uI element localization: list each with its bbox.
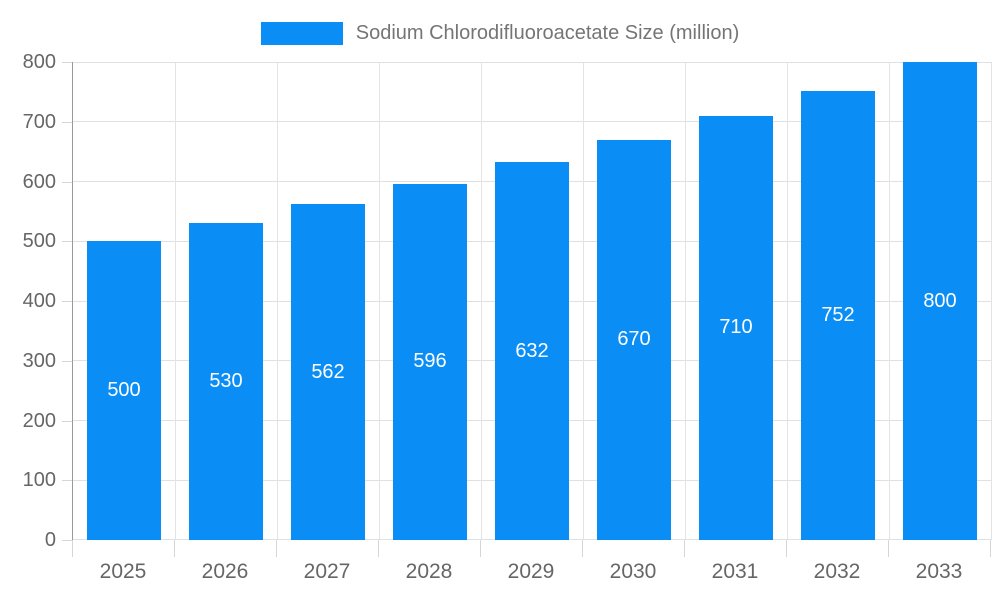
gridline-x-boundary-8 xyxy=(888,62,890,540)
x-tick-label-2033: 2033 xyxy=(915,560,963,583)
bar-value-label-2031: 710 xyxy=(719,316,753,339)
x-tick-mark xyxy=(174,540,175,557)
bar-value-label-2026: 530 xyxy=(209,370,243,393)
bar-2031[interactable]: 710 xyxy=(699,115,773,540)
x-tick-mark xyxy=(72,540,73,557)
y-tick-mark xyxy=(62,181,72,183)
legend-label: Sodium Chlorodifluoroacetate Size (milli… xyxy=(355,21,740,44)
y-tick-label-700: 700 xyxy=(22,110,56,133)
x-tick-mark xyxy=(480,540,481,557)
y-tick-label-200: 200 xyxy=(22,409,56,432)
bar-2030[interactable]: 670 xyxy=(597,139,671,540)
gridline-x-boundary-5 xyxy=(582,62,584,540)
gridline-y-800 xyxy=(73,61,991,63)
y-tick-mark xyxy=(62,301,72,302)
x-tick-mark xyxy=(990,540,991,557)
y-tick-label-500: 500 xyxy=(22,230,56,253)
y-tick-label-600: 600 xyxy=(22,170,56,193)
gridline-x-boundary-3 xyxy=(378,62,380,540)
bar-2027[interactable]: 562 xyxy=(291,204,365,540)
x-tick-mark xyxy=(684,540,685,557)
bar-2032[interactable]: 752 xyxy=(801,90,875,540)
bar-value-label-2032: 752 xyxy=(821,303,855,326)
y-tick-label-400: 400 xyxy=(22,290,56,312)
bar-2026[interactable]: 530 xyxy=(189,223,263,540)
y-tick-mark xyxy=(62,540,72,541)
gridline-x-boundary-2 xyxy=(276,62,278,540)
bar-2028[interactable]: 596 xyxy=(393,183,467,540)
bar-value-label-2025: 500 xyxy=(107,379,141,402)
y-tick-label-100: 100 xyxy=(22,469,56,492)
y-tick-mark xyxy=(62,121,72,123)
x-tick-label-2027: 2027 xyxy=(303,560,351,583)
x-tick-mark xyxy=(786,540,787,557)
gridline-x-boundary-6 xyxy=(684,62,686,540)
gridline-x-boundary-7 xyxy=(786,62,788,540)
gridline-x-boundary-4 xyxy=(480,62,482,540)
bar-2025[interactable]: 500 xyxy=(87,241,161,540)
bar-value-label-2027: 562 xyxy=(311,360,345,383)
x-tick-mark xyxy=(582,540,583,557)
gridline-y-700 xyxy=(73,121,991,123)
x-tick-mark xyxy=(276,540,277,557)
y-tick-label-0: 0 xyxy=(44,529,56,551)
y-tick-mark xyxy=(62,480,72,482)
bar-value-label-2033: 800 xyxy=(923,289,957,312)
y-tick-label-300: 300 xyxy=(22,349,56,372)
y-tick-mark xyxy=(62,62,72,63)
chart-legend[interactable]: Sodium Chlorodifluoroacetate Size (milli… xyxy=(0,18,1000,48)
y-tick-mark xyxy=(62,420,72,422)
x-tick-mark xyxy=(888,540,889,557)
x-tick-label-2025: 2025 xyxy=(99,560,147,583)
bar-value-label-2029: 632 xyxy=(515,339,549,362)
plot-area: 500 530 562 596 632 670 710 752 800 xyxy=(72,61,992,540)
x-tick-label-2032: 2032 xyxy=(813,560,861,583)
bar-2033[interactable]: 800 xyxy=(903,62,977,540)
legend-swatch-icon xyxy=(260,21,343,45)
x-tick-label-2028: 2028 xyxy=(405,560,453,583)
y-tick-mark xyxy=(62,360,72,362)
x-tick-mark xyxy=(378,540,379,557)
x-tick-label-2026: 2026 xyxy=(201,560,249,583)
y-tick-mark xyxy=(62,241,72,243)
gridline-x-boundary-9 xyxy=(990,62,992,540)
gridline-x-boundary-1 xyxy=(174,62,176,540)
y-tick-label-800: 800 xyxy=(22,51,56,73)
x-tick-label-2031: 2031 xyxy=(711,560,759,583)
x-tick-label-2029: 2029 xyxy=(507,560,555,583)
bar-value-label-2028: 596 xyxy=(413,350,447,373)
bar-2029[interactable]: 632 xyxy=(495,162,569,540)
bar-value-label-2030: 670 xyxy=(617,328,651,351)
x-tick-label-2030: 2030 xyxy=(609,560,657,583)
